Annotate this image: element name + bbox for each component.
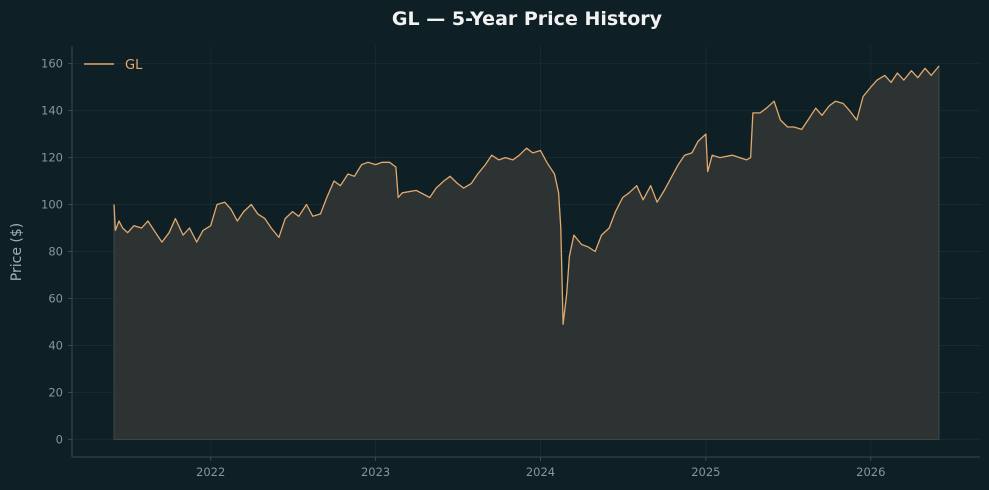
x-axis-ticks: 2022 2023 2024 2025 2026 — [196, 457, 885, 479]
y-axis-label: Price ($) — [9, 223, 25, 281]
y-tick-label: 40 — [48, 338, 63, 352]
y-tick-label: 80 — [48, 245, 63, 259]
legend: GL — [84, 58, 143, 73]
y-tick-label: 0 — [56, 432, 63, 446]
y-tick-label: 140 — [41, 104, 63, 118]
legend-label-gl: GL — [125, 58, 143, 73]
y-tick-label: 160 — [41, 57, 63, 71]
chart-title: GL — 5-Year Price History — [392, 8, 663, 30]
y-tick-label: 120 — [41, 151, 63, 165]
y-axis-ticks: 0 20 40 60 80 100 120 140 160 — [41, 57, 72, 446]
series-line-gl — [113, 65, 940, 325]
x-tick-label: 2025 — [691, 465, 720, 479]
x-tick-label: 2023 — [361, 465, 390, 479]
y-tick-label: 60 — [48, 291, 63, 305]
y-tick-label: 100 — [41, 198, 63, 212]
y-tick-label: 20 — [48, 385, 63, 399]
x-tick-label: 2022 — [196, 465, 225, 479]
x-tick-label: 2024 — [526, 465, 555, 479]
x-tick-label: 2026 — [856, 465, 885, 479]
